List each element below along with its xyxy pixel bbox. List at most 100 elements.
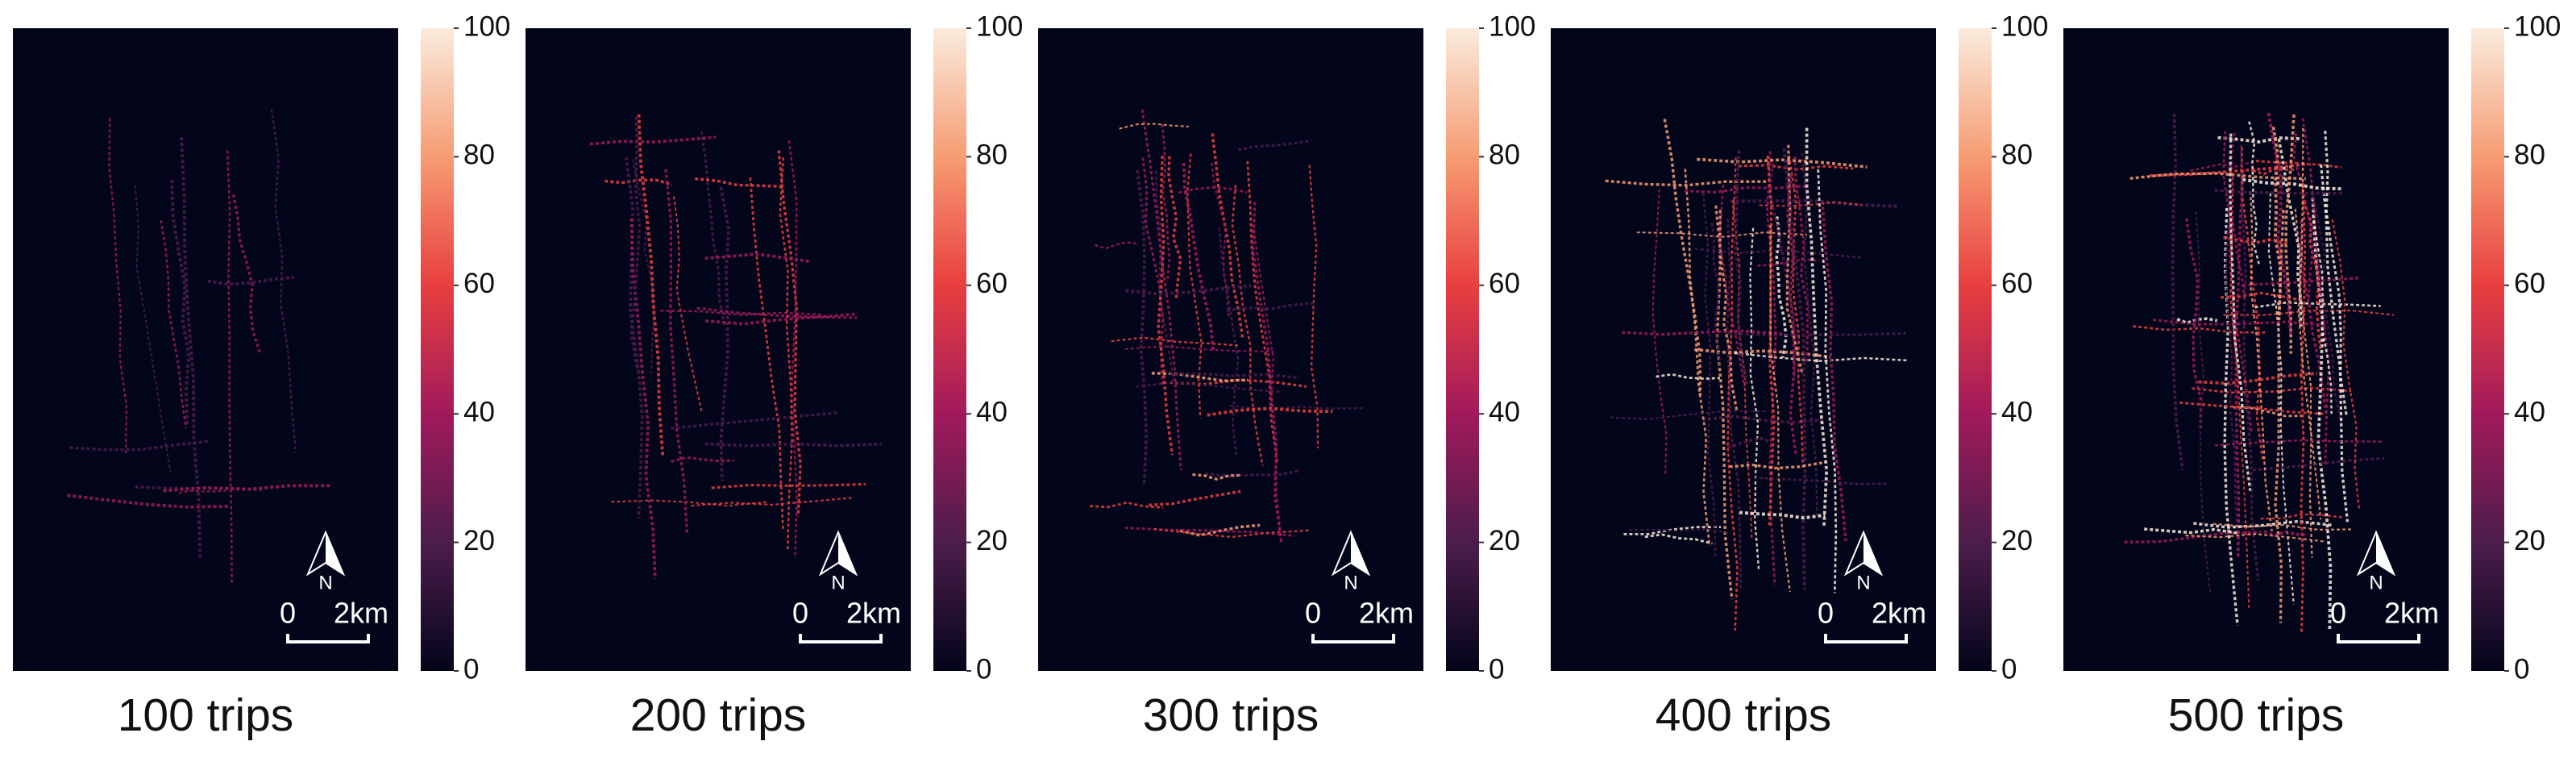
colorbar-tick-label: 40 [463, 396, 495, 427]
map [2063, 28, 2449, 671]
road [2263, 530, 2308, 538]
road [1644, 533, 1713, 545]
road [1211, 133, 1244, 339]
road [1151, 372, 1249, 382]
scale-label: 2km [1872, 597, 1926, 630]
road [1788, 155, 1805, 468]
road [2176, 317, 2218, 325]
road [2249, 191, 2273, 531]
road [1715, 210, 1734, 600]
road [1205, 469, 1302, 477]
road [2248, 121, 2261, 266]
road [1136, 381, 1282, 394]
north-label: N [1344, 572, 1357, 593]
north-arrow-fill [838, 532, 856, 574]
road [1718, 184, 1746, 387]
scale-label: 2km [2384, 597, 2439, 630]
road [1124, 345, 1274, 353]
road-network [67, 109, 333, 585]
road [1237, 139, 1312, 152]
road [2233, 406, 2303, 418]
road [1090, 501, 1164, 509]
road-network [589, 114, 882, 579]
road [2179, 401, 2324, 415]
colorbar-tick-label: 40 [1489, 396, 1520, 427]
road [1182, 162, 1215, 352]
road [1714, 205, 1739, 413]
road [1231, 185, 1264, 466]
scale-label: 0 [2330, 597, 2346, 630]
colorbar-tick-label: 100 [463, 10, 510, 42]
road [1229, 404, 1366, 410]
road [1623, 526, 1722, 535]
road [1157, 156, 1174, 456]
road [1782, 148, 1807, 590]
scale-label: 2km [846, 597, 901, 630]
colorbar [1959, 28, 1992, 671]
road [1252, 223, 1282, 539]
road [695, 177, 781, 188]
road [1801, 152, 1818, 517]
road [1141, 109, 1182, 471]
road [1817, 169, 1838, 593]
colorbar-tick-label: 0 [1489, 653, 1504, 685]
road [160, 219, 188, 429]
road [1739, 510, 1826, 520]
scale-bar [1311, 634, 1395, 643]
road [660, 310, 823, 316]
road [2242, 277, 2360, 287]
panel: N 0 2km 0 20 40 60 80 100 500 trips [2063, 10, 2561, 741]
road [134, 185, 172, 473]
north-label: N [1856, 572, 1870, 593]
road [2195, 211, 2212, 593]
panel-title: 500 trips [2168, 689, 2345, 741]
road [2300, 220, 2329, 419]
colorbar-tick-label: 80 [1489, 140, 1520, 171]
road [1211, 162, 1230, 319]
colorbar-tick-label: 60 [2001, 268, 2033, 299]
road [2252, 168, 2297, 176]
road [1753, 477, 1890, 485]
road [1757, 258, 1820, 267]
road [637, 114, 665, 456]
road [629, 116, 642, 371]
road [719, 186, 730, 481]
road [1697, 157, 1868, 169]
colorbar-tick-label: 0 [976, 653, 991, 685]
scale-label: 2km [1359, 597, 1414, 630]
road [705, 312, 858, 326]
colorbar-tick-label: 80 [2514, 140, 2545, 171]
road [1749, 227, 1760, 569]
scale-label: 0 [1818, 597, 1834, 630]
road [2301, 118, 2330, 465]
road [672, 196, 703, 413]
road [696, 306, 858, 319]
road [1308, 165, 1319, 448]
scale-bar [799, 634, 883, 643]
panel: N 0 2km 0 20 40 60 80 100 400 trips [1551, 10, 2048, 741]
road-network [2124, 112, 2395, 635]
road [2240, 147, 2264, 462]
north-label: N [318, 572, 332, 593]
road [605, 178, 673, 186]
road [1169, 372, 1299, 380]
road [2239, 144, 2260, 581]
road [2223, 310, 2395, 316]
road [1178, 186, 1248, 194]
road [2229, 133, 2252, 491]
road [1663, 119, 1702, 396]
road [1732, 157, 1753, 539]
road [1610, 410, 1768, 420]
scale-label: 0 [792, 597, 808, 630]
north-arrow-fill [326, 532, 343, 574]
road [2297, 127, 2313, 558]
road [2277, 138, 2303, 329]
road [2214, 439, 2385, 447]
road [2193, 519, 2333, 529]
road [1821, 206, 1847, 541]
colorbar-tick-label: 20 [1489, 525, 1520, 556]
road [2267, 193, 2295, 605]
colorbar-tick-label: 100 [2514, 10, 2561, 42]
road [2144, 527, 2238, 535]
scale-bar [286, 634, 370, 643]
